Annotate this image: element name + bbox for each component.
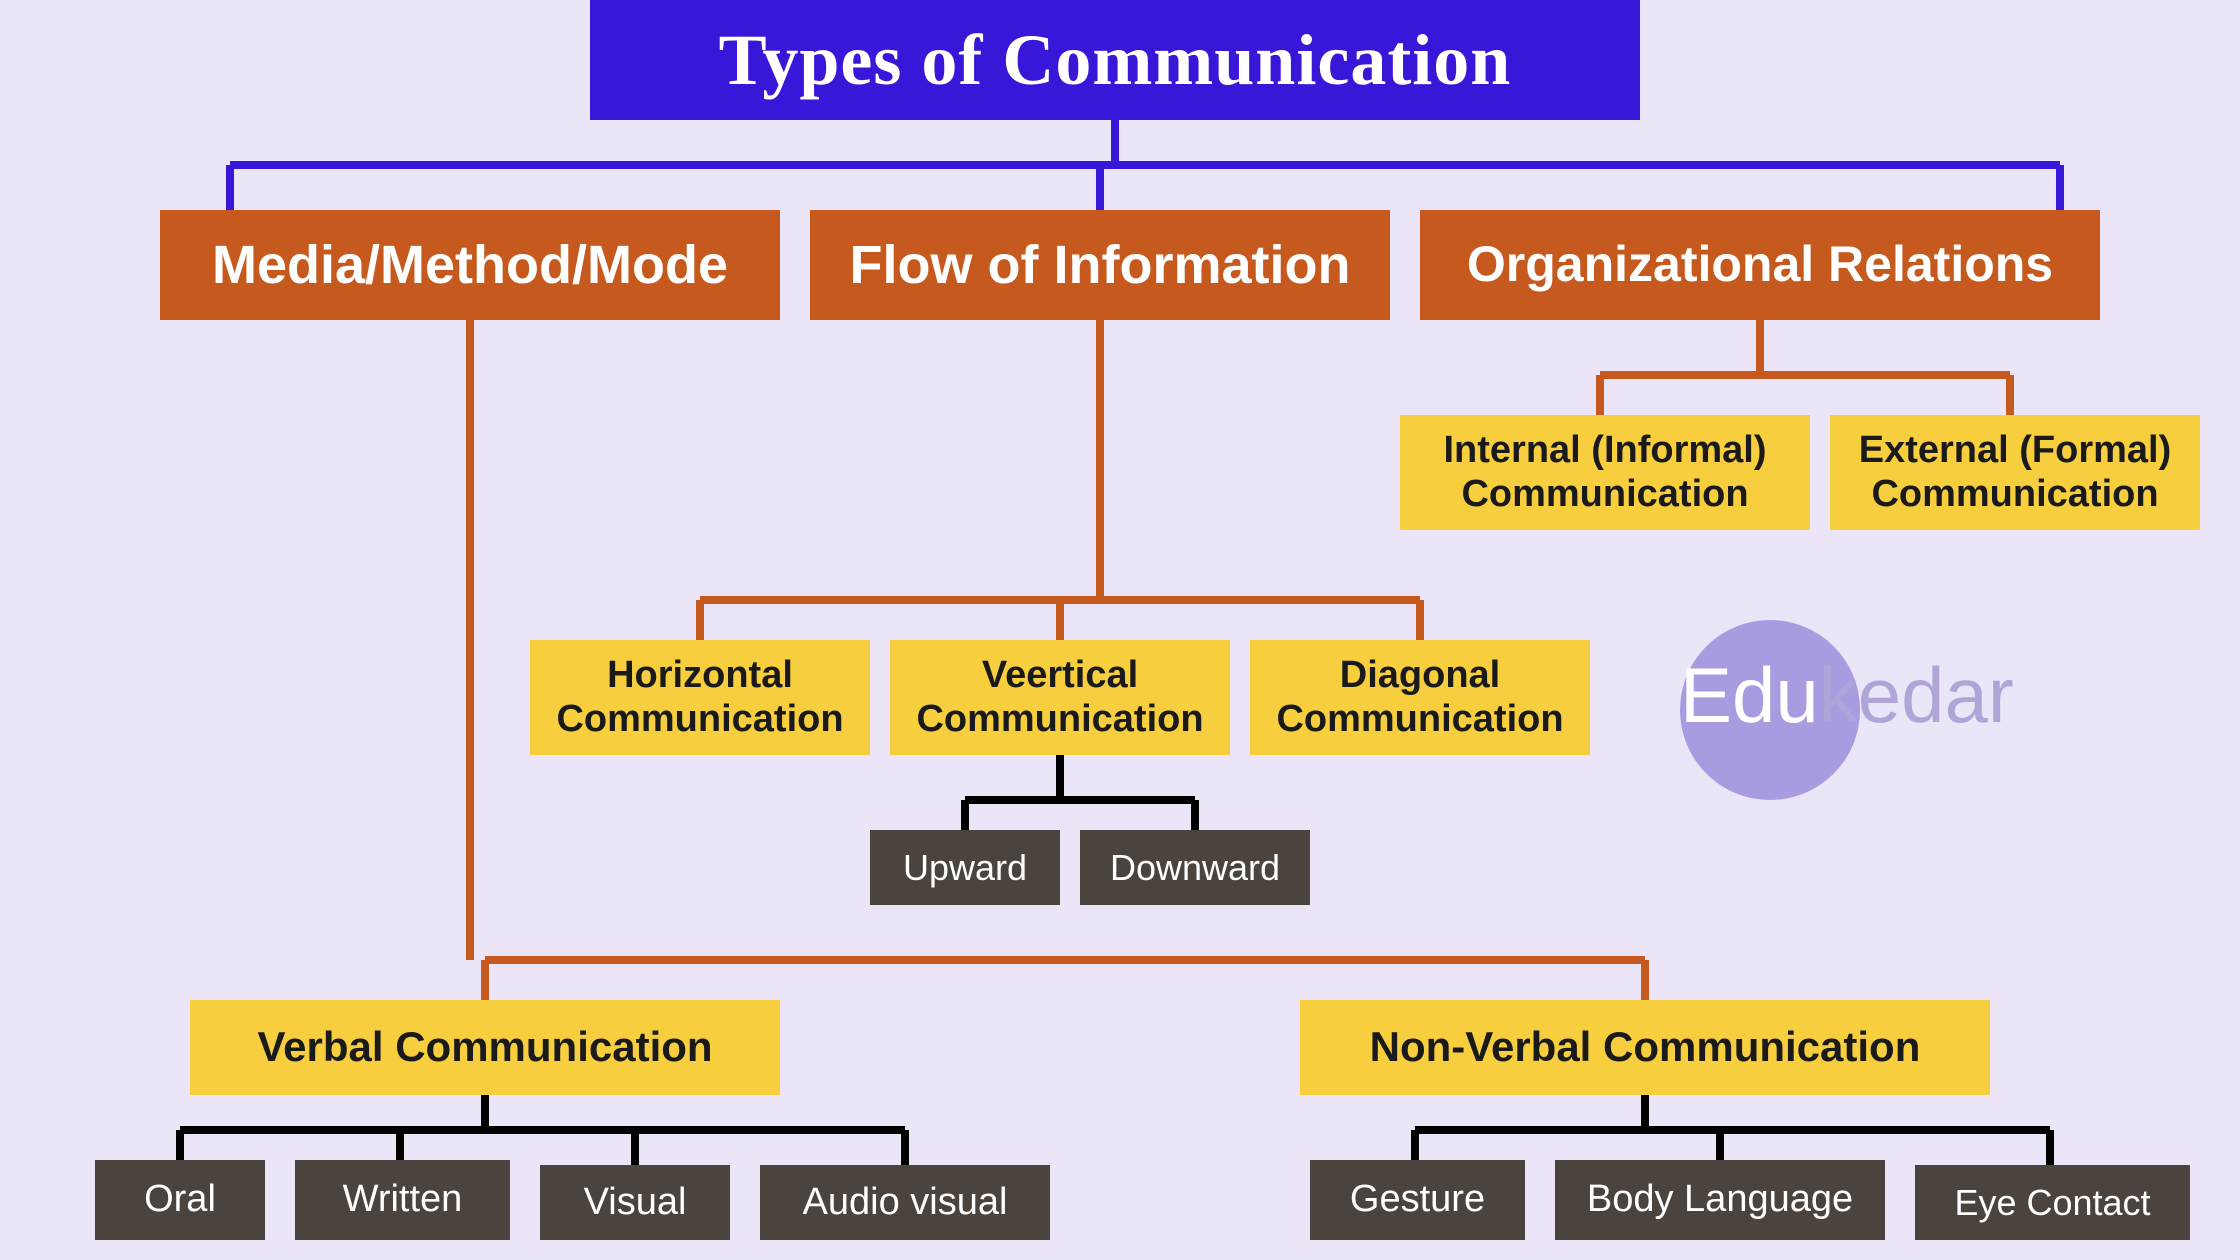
leaf-audiovisual: Audio visual [760, 1165, 1050, 1240]
title-box: Types of Communication [590, 0, 1640, 120]
leaf-gesture: Gesture [1310, 1160, 1525, 1240]
node-vertical: Veertical Communication [890, 640, 1230, 755]
node-nonverbal: Non-Verbal Communication [1300, 1000, 1990, 1095]
leaf-oral: Oral [95, 1160, 265, 1240]
leaf-upward: Upward [870, 830, 1060, 905]
leaf-bodylang: Body Language [1555, 1160, 1885, 1240]
leaf-downward: Downward [1080, 830, 1310, 905]
category-flow: Flow of Information [810, 210, 1390, 320]
leaf-written: Written [295, 1160, 510, 1240]
leaf-eyecontact: Eye Contact [1915, 1165, 2190, 1240]
node-external: External (Formal) Communication [1830, 415, 2200, 530]
node-verbal: Verbal Communication [190, 1000, 780, 1095]
category-org: Organizational Relations [1420, 210, 2100, 320]
node-horizontal: Horizontal Communication [530, 640, 870, 755]
logo-edu: Edu [1680, 651, 1819, 739]
node-internal: Internal (Informal) Communication [1400, 415, 1810, 530]
category-media: Media/Method/Mode [160, 210, 780, 320]
node-diagonal: Diagonal Communication [1250, 640, 1590, 755]
edukedar-logo: Edukedar [1680, 650, 2014, 741]
logo-kedar: kedar [1819, 651, 2014, 739]
leaf-visual: Visual [540, 1165, 730, 1240]
